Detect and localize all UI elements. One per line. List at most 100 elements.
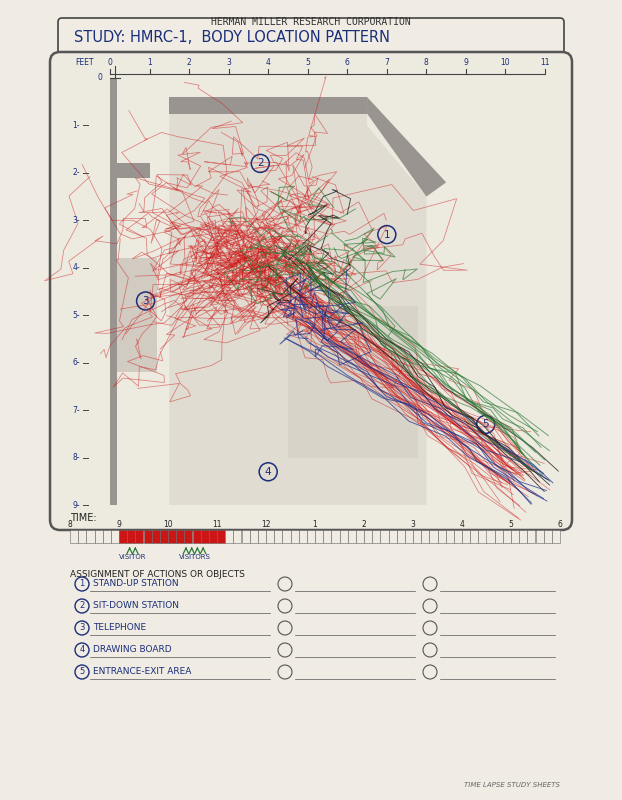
Text: 12: 12 (261, 520, 271, 529)
Polygon shape (367, 97, 446, 197)
Bar (372, 530, 380, 543)
Text: 1-: 1- (73, 121, 80, 130)
Text: TELEPHONE: TELEPHONE (93, 623, 146, 633)
Bar (544, 530, 552, 543)
Text: 7: 7 (384, 58, 389, 67)
Text: 6: 6 (345, 58, 350, 67)
Text: 1: 1 (147, 58, 152, 67)
Bar (413, 530, 421, 543)
Text: HERMAN MILLER RESEARCH CORPORATION: HERMAN MILLER RESEARCH CORPORATION (211, 17, 411, 27)
Text: VISITOR: VISITOR (119, 554, 146, 560)
Text: 5: 5 (509, 520, 513, 529)
Bar (233, 530, 241, 543)
Text: 4: 4 (266, 58, 271, 67)
Bar (127, 530, 136, 543)
Text: 5: 5 (483, 419, 489, 430)
Text: 8: 8 (68, 520, 72, 529)
Bar (348, 530, 356, 543)
Bar (176, 530, 184, 543)
Text: 7-: 7- (72, 406, 80, 414)
Text: 6: 6 (557, 520, 562, 529)
Bar (454, 530, 462, 543)
Text: STAND-UP STATION: STAND-UP STATION (93, 579, 179, 589)
Text: 9: 9 (463, 58, 468, 67)
Bar (519, 530, 527, 543)
Bar (389, 530, 397, 543)
Bar (225, 530, 233, 543)
Text: 9-: 9- (72, 501, 80, 510)
Text: DRAWING BOARD: DRAWING BOARD (93, 646, 172, 654)
Bar (168, 530, 176, 543)
Text: VISITORS: VISITORS (179, 554, 210, 560)
Bar (364, 530, 372, 543)
Text: 1: 1 (80, 579, 85, 589)
Text: 5: 5 (80, 667, 85, 677)
Bar (184, 530, 192, 543)
Bar (160, 530, 168, 543)
Bar (527, 530, 536, 543)
Bar (103, 530, 111, 543)
Bar (95, 530, 103, 543)
Bar (307, 530, 315, 543)
Text: 0: 0 (98, 74, 103, 82)
Text: 2: 2 (187, 58, 192, 67)
Bar (266, 530, 274, 543)
Text: TIME:: TIME: (70, 513, 96, 523)
Text: 11: 11 (541, 58, 550, 67)
Text: 4-: 4- (72, 263, 80, 272)
Bar (111, 530, 119, 543)
Text: TIME LAPSE STUDY SHEETS: TIME LAPSE STUDY SHEETS (464, 782, 560, 788)
Text: 2-: 2- (73, 168, 80, 178)
Text: 6-: 6- (72, 358, 80, 367)
Text: 0: 0 (108, 58, 113, 67)
Polygon shape (117, 163, 149, 178)
Bar (437, 530, 446, 543)
Polygon shape (110, 78, 117, 505)
Text: 3: 3 (226, 58, 231, 67)
Bar (470, 530, 478, 543)
Text: STUDY: HMRC-1,  BODY LOCATION PATTERN: STUDY: HMRC-1, BODY LOCATION PATTERN (74, 30, 390, 45)
Bar (192, 530, 201, 543)
Bar (405, 530, 413, 543)
Bar (282, 530, 290, 543)
FancyBboxPatch shape (58, 18, 564, 56)
Bar (503, 530, 511, 543)
Text: 3-: 3- (72, 216, 80, 225)
Text: 9: 9 (116, 520, 121, 529)
Text: 4: 4 (80, 646, 85, 654)
Text: 8-: 8- (73, 453, 80, 462)
Bar (78, 530, 86, 543)
Bar (511, 530, 519, 543)
Text: 3: 3 (411, 520, 415, 529)
Bar (217, 530, 225, 543)
Text: 4: 4 (460, 520, 465, 529)
Text: 8: 8 (424, 58, 429, 67)
Bar (249, 530, 258, 543)
Bar (315, 530, 323, 543)
Text: SIT-DOWN STATION: SIT-DOWN STATION (93, 602, 179, 610)
Polygon shape (169, 97, 426, 505)
Text: 1: 1 (384, 230, 390, 239)
Bar (340, 530, 348, 543)
Text: 4: 4 (265, 466, 271, 477)
Bar (446, 530, 454, 543)
FancyBboxPatch shape (50, 52, 572, 530)
Text: ENTRANCE-EXIT AREA: ENTRANCE-EXIT AREA (93, 667, 192, 677)
Text: 3: 3 (80, 623, 85, 633)
Text: 5-: 5- (72, 310, 80, 320)
Bar (201, 530, 209, 543)
Bar (356, 530, 364, 543)
Bar (536, 530, 544, 543)
Text: 10: 10 (501, 58, 510, 67)
Text: 5: 5 (305, 58, 310, 67)
Bar (429, 530, 437, 543)
Bar (119, 530, 127, 543)
Text: 3: 3 (142, 296, 149, 306)
Text: 1: 1 (313, 520, 317, 529)
Text: ASSIGNMENT OF ACTIONS OR OBJECTS: ASSIGNMENT OF ACTIONS OR OBJECTS (70, 570, 245, 579)
Bar (552, 530, 560, 543)
Text: 10: 10 (163, 520, 173, 529)
Bar (494, 530, 503, 543)
Bar (323, 530, 332, 543)
Bar (290, 530, 299, 543)
